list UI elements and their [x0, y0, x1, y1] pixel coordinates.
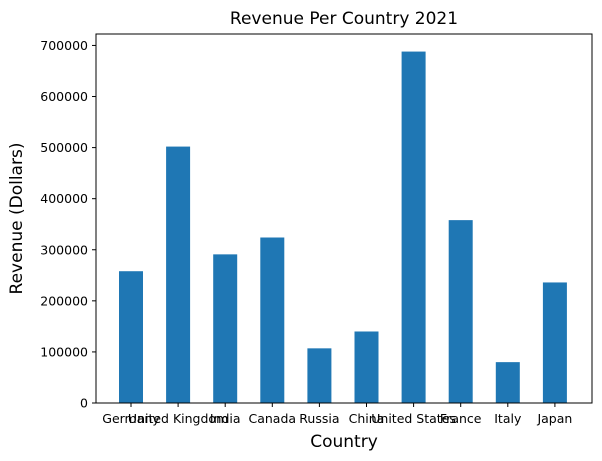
- bar-germany: [119, 271, 143, 403]
- x-tick-label: China: [349, 411, 385, 426]
- chart-title: Revenue Per Country 2021: [230, 9, 458, 29]
- bar-japan: [542, 282, 567, 403]
- y-axis-label: Revenue (Dollars): [7, 143, 27, 295]
- x-tick-label: France: [440, 411, 482, 426]
- bars-group: [119, 51, 567, 403]
- y-tick-label: 0: [80, 396, 88, 411]
- x-axis-label: Country: [310, 432, 378, 452]
- bar-italy: [495, 362, 520, 403]
- plot-frame: [95, 33, 593, 404]
- y-tick-label: 200000: [40, 293, 88, 308]
- bar-united-states: [401, 51, 426, 403]
- x-tick-label: Italy: [494, 411, 522, 426]
- x-tick-label: Germany: [102, 411, 160, 426]
- x-tick-label: United States: [371, 411, 456, 426]
- x-tick-label: Russia: [299, 411, 339, 426]
- x-tick-label: Canada: [249, 411, 297, 426]
- bar-france: [448, 220, 473, 403]
- x-tick-label: United Kingdom: [128, 411, 228, 426]
- y-tick-label: 600000: [40, 89, 88, 104]
- y-tick-label: 700000: [40, 38, 88, 53]
- y-axis-ticks: 0 100000 200000 300000 400000 500000 600000 700…: [40, 38, 96, 411]
- x-tick-label: India: [210, 411, 241, 426]
- bar-canada: [260, 237, 285, 403]
- y-tick-label: 300000: [40, 242, 88, 257]
- x-tick-label: Japan: [536, 411, 572, 426]
- y-tick-label: 400000: [40, 191, 88, 206]
- y-tick-label: 500000: [40, 140, 88, 155]
- bar-russia: [307, 348, 332, 403]
- bar-china: [354, 331, 379, 403]
- y-tick-label: 100000: [40, 344, 88, 359]
- bar-united-kingdom: [166, 146, 191, 403]
- bar-india: [213, 254, 238, 403]
